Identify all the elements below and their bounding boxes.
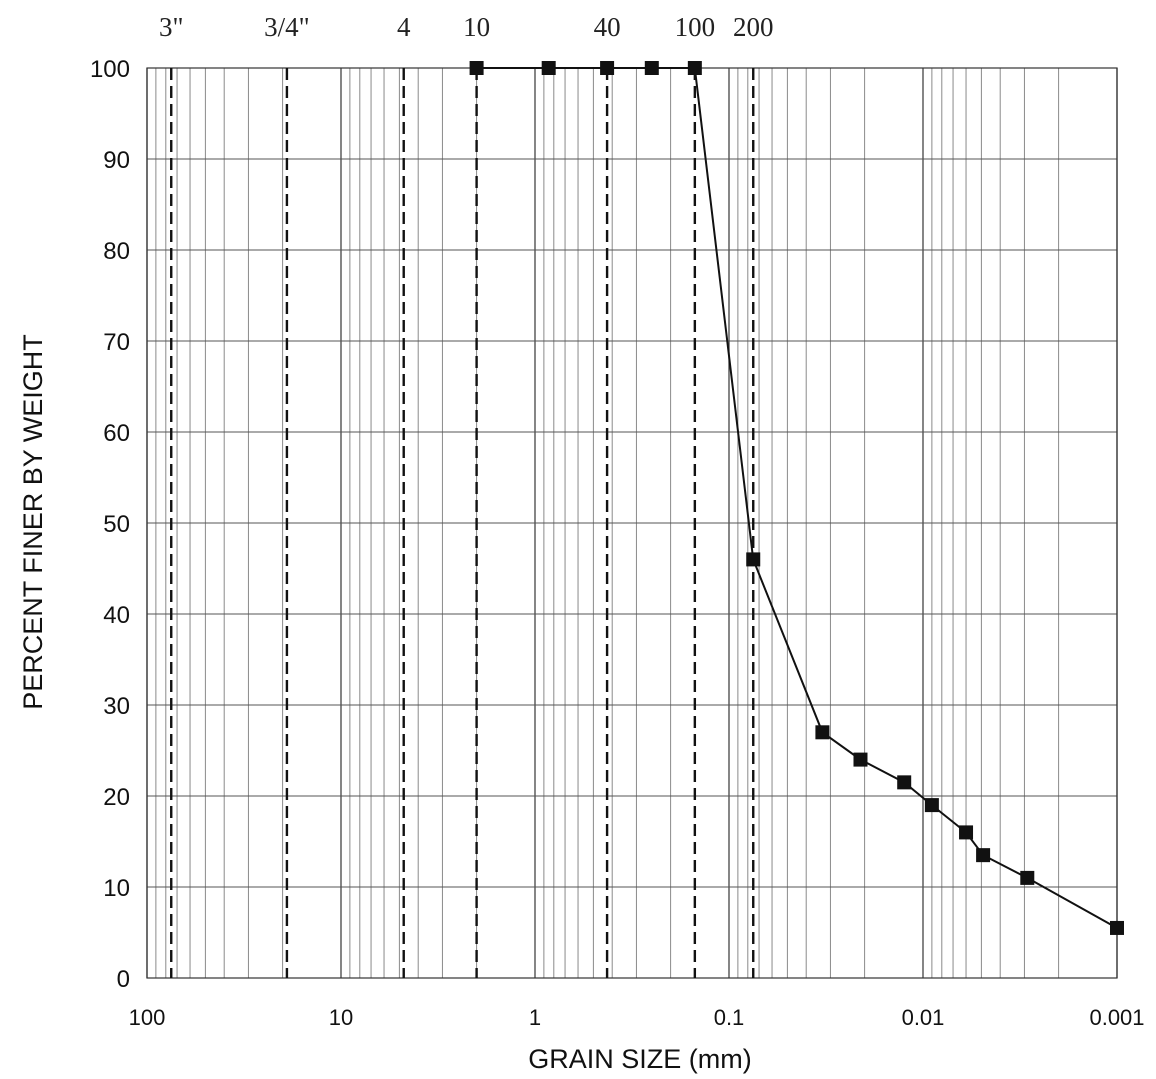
x-tick-label: 0.01 xyxy=(902,1005,945,1030)
data-point xyxy=(687,61,702,75)
sieve-lines: 3" 3/4" 4 10 40 100 200 xyxy=(159,12,774,978)
x-tick-label: 1 xyxy=(529,1005,541,1030)
data-point xyxy=(1110,920,1124,935)
data-point xyxy=(1020,870,1035,885)
y-tick-label: 80 xyxy=(103,238,130,265)
data-point xyxy=(924,798,939,813)
x-tick-label: 0.001 xyxy=(1089,1005,1144,1030)
data-point xyxy=(746,552,761,567)
data-point xyxy=(959,825,974,840)
grid xyxy=(146,67,1118,979)
y-tick-label: 10 xyxy=(103,875,130,902)
y-axis-label: PERCENT FINER BY WEIGHT xyxy=(18,334,48,710)
y-tick-label: 0 xyxy=(117,966,130,993)
y-tick-label: 20 xyxy=(103,784,130,811)
x-tick-label: 100 xyxy=(129,1005,166,1030)
y-tick-label: 40 xyxy=(103,602,130,629)
data-point xyxy=(600,61,615,75)
y-tick-label: 50 xyxy=(103,511,130,538)
y-tick-label: 60 xyxy=(103,420,130,447)
data-point xyxy=(644,61,659,75)
y-tick-label: 70 xyxy=(103,329,130,356)
x-tick-label: 10 xyxy=(329,1005,353,1030)
y-tick-label: 90 xyxy=(103,147,130,174)
sieve-label: 4 xyxy=(397,12,411,42)
x-tick-label: 0.1 xyxy=(714,1005,745,1030)
series-line xyxy=(476,67,1118,929)
y-tick-label: 100 xyxy=(90,56,130,83)
sieve-label: 3" xyxy=(159,12,184,42)
series-layer xyxy=(469,61,1124,935)
x-axis-label: GRAIN SIZE (mm) xyxy=(528,1044,752,1074)
sieve-label: 3/4" xyxy=(264,12,310,42)
y-tick-label: 30 xyxy=(103,693,130,720)
data-point xyxy=(815,725,830,740)
sieve-label: 10 xyxy=(463,12,490,42)
sieve-label: 40 xyxy=(594,12,621,42)
data-point xyxy=(897,775,912,790)
sieve-label: 100 xyxy=(675,12,716,42)
data-point xyxy=(469,61,484,75)
data-point xyxy=(976,848,991,863)
data-point xyxy=(541,61,556,75)
data-point xyxy=(853,752,868,767)
tick-labels: 100 10 1 0.1 0.01 0.001 0 10 20 30 40 50 60 70 80 90 100 xyxy=(90,56,1145,1030)
sieve-label: 200 xyxy=(733,12,774,42)
